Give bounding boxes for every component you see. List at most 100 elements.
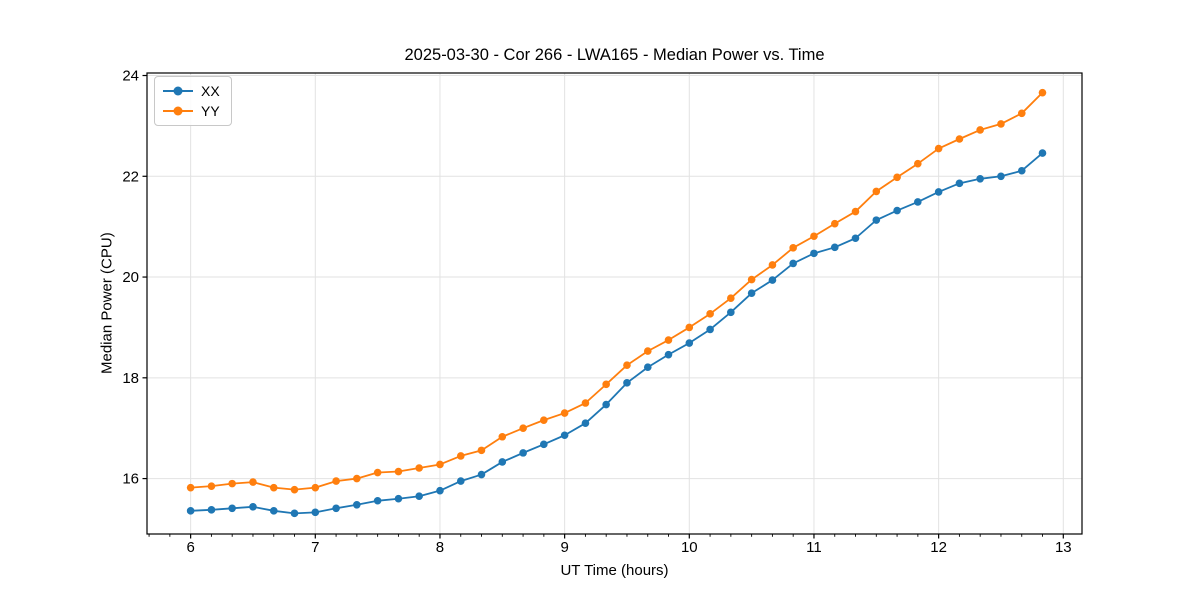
data-point-marker xyxy=(955,179,964,188)
data-point-marker xyxy=(373,468,382,477)
data-point-marker xyxy=(415,464,423,472)
y-tick-label: 18 xyxy=(122,370,139,387)
data-point-marker xyxy=(332,504,340,513)
x-tick-label: 11 xyxy=(806,539,822,556)
data-point-marker xyxy=(290,485,299,494)
data-point-marker xyxy=(540,440,548,449)
data-point-marker xyxy=(893,173,901,182)
tick-labels: 6 7 8 9 10 11 12 13 16 18 20 22 24 xyxy=(122,68,1071,556)
data-point-marker xyxy=(477,470,486,479)
data-point-marker xyxy=(560,409,569,417)
data-point-marker xyxy=(269,507,278,515)
data-point-marker xyxy=(685,323,694,332)
data-point-marker xyxy=(540,416,548,424)
x-tick-label: 7 xyxy=(311,539,319,556)
data-point-marker xyxy=(436,460,444,469)
data-point-marker xyxy=(872,216,881,224)
data-point-marker xyxy=(456,477,465,485)
data-point-marker xyxy=(914,159,922,168)
grid-lines xyxy=(147,73,1082,534)
plot-area: 6 7 8 9 10 11 12 13 16 18 20 22 24 xyxy=(122,68,1083,556)
series-YY xyxy=(186,88,1047,494)
data-point-marker xyxy=(456,452,465,460)
axes-spines xyxy=(146,72,1083,535)
data-point-marker xyxy=(789,259,797,268)
data-point-marker xyxy=(249,502,257,511)
data-point-marker xyxy=(207,482,216,490)
legend-item-yy: YY xyxy=(163,104,220,118)
data-point-marker xyxy=(851,207,860,216)
data-point-marker xyxy=(893,206,901,215)
series-XX xyxy=(186,149,1047,518)
x-axis-label: UT Time (hours) xyxy=(560,562,669,579)
data-point-marker xyxy=(498,458,507,466)
data-point-marker xyxy=(706,325,714,334)
data-point-marker xyxy=(623,361,631,370)
data-point-marker xyxy=(373,496,382,505)
y-tick-label: 22 xyxy=(122,168,139,185)
x-tick-label: 6 xyxy=(186,539,194,556)
data-point-marker xyxy=(914,198,922,206)
data-point-marker xyxy=(602,380,610,389)
x-tick-label: 9 xyxy=(560,539,568,556)
data-point-marker xyxy=(353,500,361,509)
x-tick-label: 10 xyxy=(681,539,698,556)
data-point-marker xyxy=(519,424,527,433)
x-tick-label: 12 xyxy=(930,539,947,556)
data-point-marker xyxy=(519,449,527,457)
data-point-marker xyxy=(747,275,756,284)
data-point-marker xyxy=(1017,166,1026,175)
data-point-marker xyxy=(727,308,735,317)
data-point-marker xyxy=(311,483,320,492)
axis-ticks xyxy=(142,74,1064,539)
data-point-marker xyxy=(643,347,652,355)
data-point-marker xyxy=(602,400,610,409)
data-point-marker xyxy=(498,432,507,441)
data-point-marker xyxy=(623,379,631,387)
data-point-marker xyxy=(706,310,714,318)
data-point-marker xyxy=(581,399,590,407)
data-point-marker xyxy=(581,419,590,427)
data-point-marker xyxy=(976,175,984,183)
data-point-marker xyxy=(1017,109,1026,118)
data-point-marker xyxy=(394,467,403,476)
data-point-marker xyxy=(685,339,694,347)
data-point-marker xyxy=(643,363,652,372)
legend-label-yy: YY xyxy=(201,103,220,119)
x-tick-label: 8 xyxy=(436,539,444,556)
y-tick-label: 20 xyxy=(122,269,139,286)
legend-item-xx: XX xyxy=(163,84,220,98)
data-point-marker xyxy=(477,446,486,455)
xx-line-marker-icon xyxy=(163,86,193,96)
data-point-marker xyxy=(727,294,735,303)
y-tick-label: 24 xyxy=(122,68,139,85)
data-point-marker xyxy=(415,492,423,501)
data-point-marker xyxy=(1038,88,1047,97)
data-point-marker xyxy=(394,494,403,503)
data-point-marker xyxy=(810,249,818,258)
data-point-marker xyxy=(934,144,943,153)
data-point-marker xyxy=(997,172,1005,181)
data-point-marker xyxy=(768,276,777,284)
data-point-marker xyxy=(851,234,860,243)
data-point-marker xyxy=(747,289,756,297)
data-point-marker xyxy=(436,486,444,495)
data-point-marker xyxy=(664,350,673,359)
data-point-marker xyxy=(810,232,818,241)
data-point-marker xyxy=(664,336,673,344)
y-tick-label: 16 xyxy=(122,471,139,488)
chart-title: 2025-03-30 - Cor 266 - LWA165 - Median P… xyxy=(404,46,825,64)
data-point-marker xyxy=(332,477,340,485)
data-point-marker xyxy=(789,244,797,252)
data-point-marker xyxy=(186,483,195,492)
legend-label-xx: XX xyxy=(201,83,220,99)
data-point-marker xyxy=(872,187,881,196)
data-point-marker xyxy=(311,508,320,517)
data-point-marker xyxy=(290,509,299,518)
legend: XX YY xyxy=(154,76,232,126)
data-point-marker xyxy=(1038,149,1047,157)
data-point-marker xyxy=(830,219,839,228)
data-point-marker xyxy=(997,120,1005,128)
data-point-marker xyxy=(976,126,984,134)
